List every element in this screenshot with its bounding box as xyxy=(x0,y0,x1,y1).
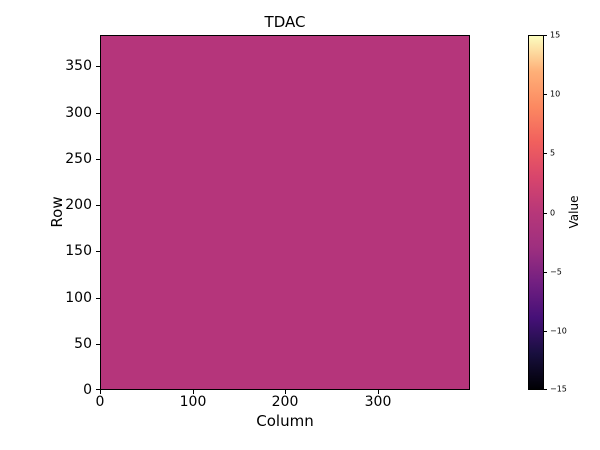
x-tick-mark xyxy=(100,390,101,394)
y-tick-mark xyxy=(96,66,100,67)
x-tick-label: 300 xyxy=(364,394,392,410)
y-tick-label: 300 xyxy=(65,105,92,121)
x-tick-mark xyxy=(378,390,379,394)
x-tick-label: 200 xyxy=(271,394,299,410)
y-tick-label: 200 xyxy=(65,197,92,213)
colorbar-tick-mark xyxy=(544,213,547,214)
y-tick-mark xyxy=(96,205,100,206)
colorbar-tick-label: 5 xyxy=(550,148,556,158)
y-tick-mark xyxy=(96,159,100,160)
colorbar-tick-mark xyxy=(544,272,547,273)
colorbar-tick-label: −15 xyxy=(550,384,567,394)
x-tick-mark xyxy=(193,390,194,394)
y-tick-mark xyxy=(96,298,100,299)
colorbar xyxy=(528,35,544,390)
x-tick-label: 100 xyxy=(179,394,207,410)
y-tick-mark xyxy=(96,389,100,390)
y-tick-label: 250 xyxy=(65,151,92,167)
x-axis-label: Column xyxy=(256,412,314,430)
y-tick-mark xyxy=(96,113,100,114)
colorbar-tick-label: −10 xyxy=(550,326,567,336)
colorbar-tick-mark xyxy=(544,94,547,95)
y-tick-label: 0 xyxy=(83,382,92,398)
colorbar-tick-label: 15 xyxy=(550,30,561,40)
y-axis-label: Row xyxy=(48,196,66,228)
colorbar-tick-label: 10 xyxy=(550,89,561,99)
colorbar-tick-label: 0 xyxy=(550,208,556,218)
y-tick-mark xyxy=(96,251,100,252)
y-tick-label: 150 xyxy=(65,243,92,259)
y-tick-label: 50 xyxy=(74,336,92,352)
heatmap-plot xyxy=(100,35,470,390)
y-tick-label: 350 xyxy=(65,58,92,74)
colorbar-tick-label: −5 xyxy=(550,267,562,277)
colorbar-gradient xyxy=(529,36,543,389)
y-tick-label: 100 xyxy=(65,290,92,306)
x-tick-label: 0 xyxy=(95,394,105,410)
chart-title: TDAC xyxy=(264,13,306,31)
colorbar-tick-mark xyxy=(544,331,547,332)
colorbar-tick-mark xyxy=(544,153,547,154)
x-tick-mark xyxy=(285,390,286,394)
colorbar-tick-mark xyxy=(544,35,547,36)
colorbar-axis-label: Value xyxy=(567,195,581,229)
colorbar-tick-mark xyxy=(544,389,547,390)
y-tick-mark xyxy=(96,344,100,345)
heatmap-fill xyxy=(101,36,469,389)
